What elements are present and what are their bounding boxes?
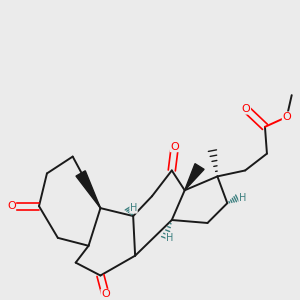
Text: O: O: [7, 201, 16, 211]
Text: O: O: [282, 112, 291, 122]
Text: H: H: [166, 233, 173, 243]
Text: O: O: [101, 289, 110, 299]
Text: O: O: [170, 142, 179, 152]
Text: H: H: [130, 203, 137, 213]
Text: O: O: [242, 104, 250, 114]
Polygon shape: [76, 171, 101, 208]
Text: H: H: [239, 193, 246, 203]
Polygon shape: [185, 164, 204, 190]
